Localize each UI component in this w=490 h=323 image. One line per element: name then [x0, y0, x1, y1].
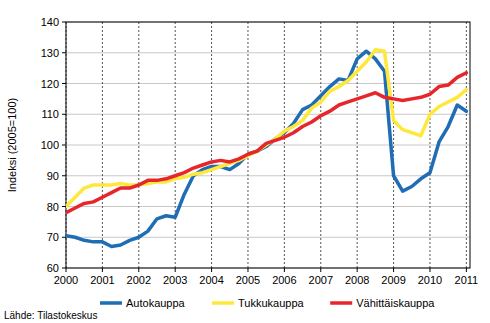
- series-group: [66, 50, 466, 247]
- legend-swatch: [330, 301, 352, 305]
- tick: [62, 175, 66, 176]
- grid-line: [320, 22, 321, 268]
- chart: 60 70 80 90 100 110 120 130 140 2000 2001 2002 2003 2…: [0, 0, 490, 323]
- tick: [102, 268, 103, 272]
- tick: [284, 268, 285, 272]
- grid-line: [102, 22, 103, 268]
- tick-label: 2002: [127, 274, 151, 286]
- tick-label: 110: [41, 108, 59, 120]
- tick-label: 2003: [163, 274, 187, 286]
- tick-label: 120: [41, 78, 59, 90]
- tick: [429, 268, 430, 272]
- grid-line: [393, 22, 394, 268]
- legend-label: Vähittäiskauppa: [356, 297, 435, 309]
- series-line: [66, 51, 466, 246]
- grid-line: [66, 175, 470, 176]
- plot-frame: [66, 22, 470, 268]
- tick: [62, 52, 66, 53]
- legend-label: Autokauppa: [126, 297, 186, 309]
- source: Lähde: Tilastokeskus: [4, 310, 97, 321]
- grid-line: [66, 114, 470, 115]
- tick: [466, 268, 467, 272]
- grid-line: [175, 22, 176, 268]
- tick-label: 2005: [236, 274, 260, 286]
- grid-line: [429, 22, 430, 268]
- grid-line: [66, 237, 470, 238]
- grid-line: [466, 22, 467, 268]
- tick: [62, 206, 66, 207]
- tick-label: 130: [41, 47, 59, 59]
- tick-label: 60: [47, 262, 59, 274]
- tick-label: 2006: [272, 274, 296, 286]
- tick-label: 2008: [345, 274, 369, 286]
- grid-line: [284, 22, 285, 268]
- tick: [211, 268, 212, 272]
- tick-label: 100: [41, 139, 59, 151]
- tick: [66, 268, 67, 272]
- tick-label: 2009: [381, 274, 405, 286]
- tick: [138, 268, 139, 272]
- grid-line: [66, 206, 470, 207]
- tick-label: 2007: [309, 274, 333, 286]
- tick-label: 90: [47, 170, 59, 182]
- tick-label: 2004: [199, 274, 223, 286]
- tick-label: 80: [47, 201, 59, 213]
- grid-line: [211, 22, 212, 268]
- grid-line: [247, 22, 248, 268]
- tick: [62, 114, 66, 115]
- tick: [62, 83, 66, 84]
- legend-label: Tukkukauppa: [238, 297, 305, 309]
- grid-line: [66, 52, 470, 53]
- grid-line: [66, 83, 470, 84]
- legend-swatch: [212, 301, 234, 305]
- tick-label: 140: [41, 16, 59, 28]
- tick: [247, 268, 248, 272]
- tick: [62, 22, 66, 23]
- series-line: [66, 50, 466, 207]
- tick: [62, 268, 66, 269]
- tick-label: 70: [47, 231, 59, 243]
- grid-line: [138, 22, 139, 268]
- axis-label: Indeksi (2005=100): [6, 98, 18, 192]
- legend-swatch: [100, 301, 122, 305]
- tick: [320, 268, 321, 272]
- tick: [62, 237, 66, 238]
- series-line: [66, 73, 466, 213]
- tick: [357, 268, 358, 272]
- tick-label: 2000: [54, 274, 78, 286]
- tick-label: 2001: [90, 274, 114, 286]
- tick: [62, 145, 66, 146]
- tick-label: 2011: [455, 274, 479, 286]
- tick: [393, 268, 394, 272]
- tick-label: 2010: [418, 274, 442, 286]
- tick: [175, 268, 176, 272]
